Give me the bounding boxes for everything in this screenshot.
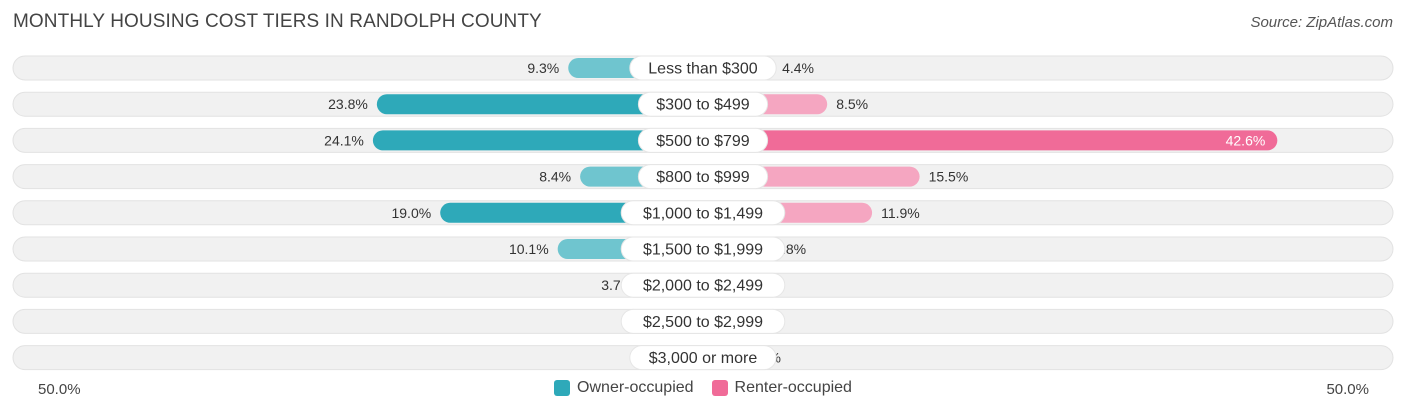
category-pill [637, 127, 769, 153]
category-label: $2,500 to $2,999 [643, 314, 763, 331]
source-label: Source: ZipAtlas.com [1250, 14, 1393, 31]
owner-value-label: 8.4% [539, 169, 571, 185]
renter-value-label: 11.9% [881, 205, 920, 221]
renter-value-label: 15.5% [929, 169, 969, 185]
category-pill [637, 164, 769, 190]
owner-value-label: 19.0% [391, 205, 431, 221]
category-pill [620, 308, 786, 334]
category-label: Less than $300 [648, 61, 758, 78]
owner-value-label: 24.1% [324, 132, 364, 148]
owner-value-label: 9.3% [527, 60, 559, 76]
renter-bar [703, 130, 1278, 151]
renter-value-label: 4.4% [782, 60, 814, 76]
owner-value-label: 10.1% [509, 241, 549, 257]
axis-left-label: 50.0% [38, 381, 81, 398]
legend-item-owner[interactable]: Owner-occupied [554, 379, 694, 397]
category-label: $1,000 to $1,499 [643, 205, 763, 222]
renter-swatch [711, 380, 728, 396]
category-label: $1,500 to $1,999 [643, 242, 763, 259]
category-label: $3,000 or more [649, 350, 758, 367]
category-label: $500 to $799 [656, 133, 750, 150]
axis-right-label: 50.0% [1326, 381, 1369, 398]
owner-swatch [554, 380, 571, 396]
renter-value-label: 8.5% [836, 96, 868, 112]
owner-bar [376, 94, 703, 115]
legend-renter-label: Renter-occupied [734, 379, 852, 396]
category-pill [620, 236, 786, 262]
category-label: $2,000 to $2,499 [643, 278, 763, 295]
category-pill [629, 345, 777, 371]
category-label: $800 to $999 [656, 169, 750, 186]
category-label: $300 to $499 [656, 97, 750, 114]
legend-owner-label: Owner-occupied [577, 379, 694, 396]
legend: Owner-occupied Renter-occupied [0, 379, 1406, 397]
category-pill [620, 200, 786, 226]
owner-value-label: 23.8% [328, 96, 368, 112]
legend-item-renter[interactable]: Renter-occupied [711, 379, 852, 397]
category-pill [637, 91, 769, 117]
category-pill [620, 272, 786, 298]
category-pill [629, 55, 777, 81]
renter-value-label: 42.6% [1226, 132, 1266, 148]
owner-bar [372, 130, 703, 151]
chart-title: MONTHLY HOUSING COST TIERS IN RANDOLPH C… [13, 11, 542, 32]
